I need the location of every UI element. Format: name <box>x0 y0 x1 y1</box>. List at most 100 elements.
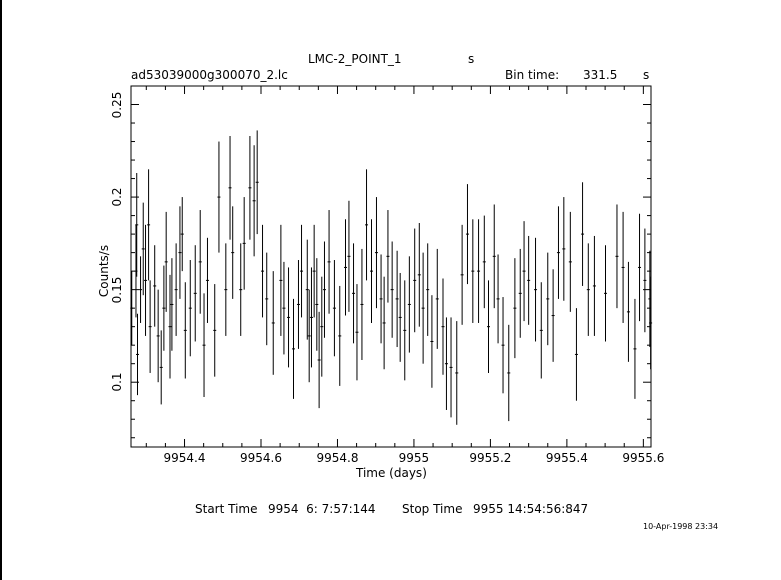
y-axis-label: Counts/s <box>97 244 111 298</box>
data-point <box>604 245 607 342</box>
data-point <box>441 278 445 375</box>
data-point <box>460 224 464 325</box>
x-tick-label: 9955 <box>398 451 430 465</box>
x-tick-label: 9955.4 <box>545 451 588 465</box>
data-point <box>231 206 235 299</box>
window-left-edge <box>0 0 2 580</box>
data-point <box>496 254 500 344</box>
data-point <box>292 298 295 399</box>
data-point <box>568 211 572 312</box>
data-point <box>513 258 517 359</box>
bin-time-unit: s <box>643 68 650 82</box>
stop-time-value: 9955 14:54:56:847 <box>473 502 589 516</box>
data-point <box>435 248 439 349</box>
x-tick-label: 9955.2 <box>469 451 512 465</box>
data-point <box>322 241 326 338</box>
data-point <box>332 260 336 357</box>
data-point <box>374 197 378 309</box>
data-point <box>193 245 197 342</box>
data-point <box>638 213 642 322</box>
data-point <box>271 271 275 375</box>
data-point <box>477 219 481 323</box>
data-point <box>307 289 311 383</box>
data-point <box>426 243 430 336</box>
data-point <box>386 210 390 303</box>
data-point <box>465 184 469 285</box>
data-point <box>518 248 522 338</box>
data-point <box>430 295 434 388</box>
data-point <box>164 211 168 312</box>
data-point <box>136 313 139 396</box>
data-point <box>539 282 543 379</box>
data-point <box>178 206 182 299</box>
data-point <box>135 173 139 277</box>
data-point <box>382 276 386 370</box>
data-point <box>471 219 475 323</box>
data-point <box>551 269 555 362</box>
data-point <box>546 252 550 346</box>
data-point <box>527 235 531 325</box>
data-point <box>421 252 425 364</box>
data-point <box>352 243 356 344</box>
data-point <box>317 311 321 409</box>
data-point <box>130 271 134 346</box>
data-point <box>309 267 313 368</box>
y-tick-label: 0.25 <box>110 91 124 118</box>
data-point <box>315 258 319 351</box>
y-tick-label: 0.15 <box>110 276 124 303</box>
data-point <box>338 285 342 386</box>
data-point <box>444 317 448 410</box>
data-point <box>305 239 309 340</box>
data-point <box>228 135 232 240</box>
data-point <box>507 324 511 422</box>
timestamp: 10-Apr-1998 23:34 <box>643 522 719 531</box>
data-point <box>148 280 152 373</box>
data-point <box>395 250 399 348</box>
data-point <box>213 284 217 377</box>
plot-frame <box>130 85 652 448</box>
data-point <box>615 204 619 309</box>
data-point <box>522 221 526 322</box>
data-point <box>534 237 538 342</box>
data-point <box>261 224 265 318</box>
data-point <box>449 317 453 418</box>
data-point <box>649 276 653 370</box>
data-point <box>147 169 151 281</box>
data-point <box>300 224 304 318</box>
data-point <box>643 228 647 333</box>
y-tick-label: 0.1 <box>110 372 124 392</box>
data-point <box>347 200 351 312</box>
x-tick-label: 9954.8 <box>316 451 359 465</box>
data-point <box>581 182 585 286</box>
data-point <box>487 280 490 373</box>
bin-time-label: Bin time: <box>505 68 560 82</box>
data-point <box>586 243 590 336</box>
y-tick-label: 0.2 <box>110 187 124 207</box>
data-point <box>174 243 178 336</box>
data-point <box>621 211 625 323</box>
data-point <box>217 141 221 253</box>
data-point <box>501 297 505 394</box>
data-point <box>242 197 246 290</box>
data-point <box>592 235 596 336</box>
data-point <box>556 206 560 299</box>
bin-time-value: 331.5 <box>583 68 618 82</box>
x-tick-label: 9955.6 <box>622 451 665 465</box>
chart-title-object: LMC-2_POINT_1 <box>308 52 402 66</box>
data-point <box>327 210 331 314</box>
data-point <box>252 145 256 257</box>
data-point <box>492 204 496 309</box>
data-point <box>312 224 316 318</box>
data-point <box>202 293 206 398</box>
data-point <box>344 219 347 316</box>
data-point <box>279 224 283 336</box>
data-point <box>153 245 157 327</box>
data-point <box>455 321 459 425</box>
data-points <box>130 130 653 425</box>
data-point <box>398 272 402 362</box>
data-point <box>407 256 411 353</box>
data-point <box>188 260 192 357</box>
axis-ticks <box>131 85 651 447</box>
stop-time-label: Stop Time <box>402 502 463 516</box>
